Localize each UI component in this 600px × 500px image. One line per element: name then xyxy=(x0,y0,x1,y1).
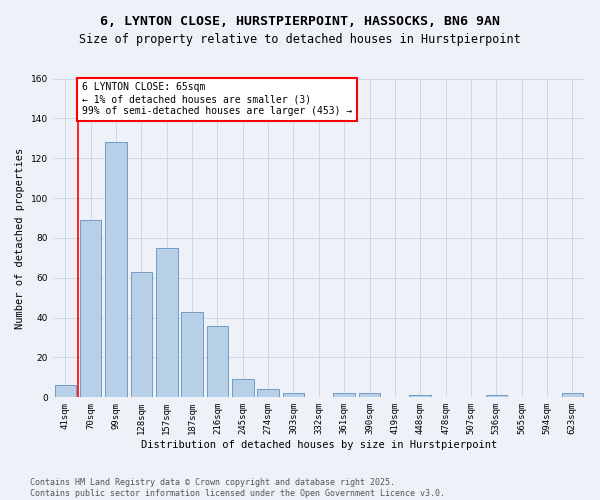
Bar xyxy=(131,272,152,398)
Text: Contains HM Land Registry data © Crown copyright and database right 2025.
Contai: Contains HM Land Registry data © Crown c… xyxy=(30,478,445,498)
Bar xyxy=(562,394,583,398)
Text: Size of property relative to detached houses in Hurstpierpoint: Size of property relative to detached ho… xyxy=(79,32,521,46)
Text: 6, LYNTON CLOSE, HURSTPIERPOINT, HASSOCKS, BN6 9AN: 6, LYNTON CLOSE, HURSTPIERPOINT, HASSOCK… xyxy=(100,15,500,28)
Bar xyxy=(257,390,279,398)
Text: 6 LYNTON CLOSE: 65sqm
← 1% of detached houses are smaller (3)
99% of semi-detach: 6 LYNTON CLOSE: 65sqm ← 1% of detached h… xyxy=(82,82,352,116)
Bar xyxy=(334,394,355,398)
Y-axis label: Number of detached properties: Number of detached properties xyxy=(15,148,25,328)
Bar xyxy=(206,326,228,398)
Bar xyxy=(55,386,76,398)
Bar xyxy=(181,312,203,398)
Bar xyxy=(156,248,178,398)
Bar xyxy=(359,394,380,398)
Bar xyxy=(485,396,507,398)
Bar xyxy=(80,220,101,398)
Bar xyxy=(105,142,127,398)
Bar xyxy=(232,380,254,398)
Bar xyxy=(283,394,304,398)
X-axis label: Distribution of detached houses by size in Hurstpierpoint: Distribution of detached houses by size … xyxy=(141,440,497,450)
Bar xyxy=(409,396,431,398)
